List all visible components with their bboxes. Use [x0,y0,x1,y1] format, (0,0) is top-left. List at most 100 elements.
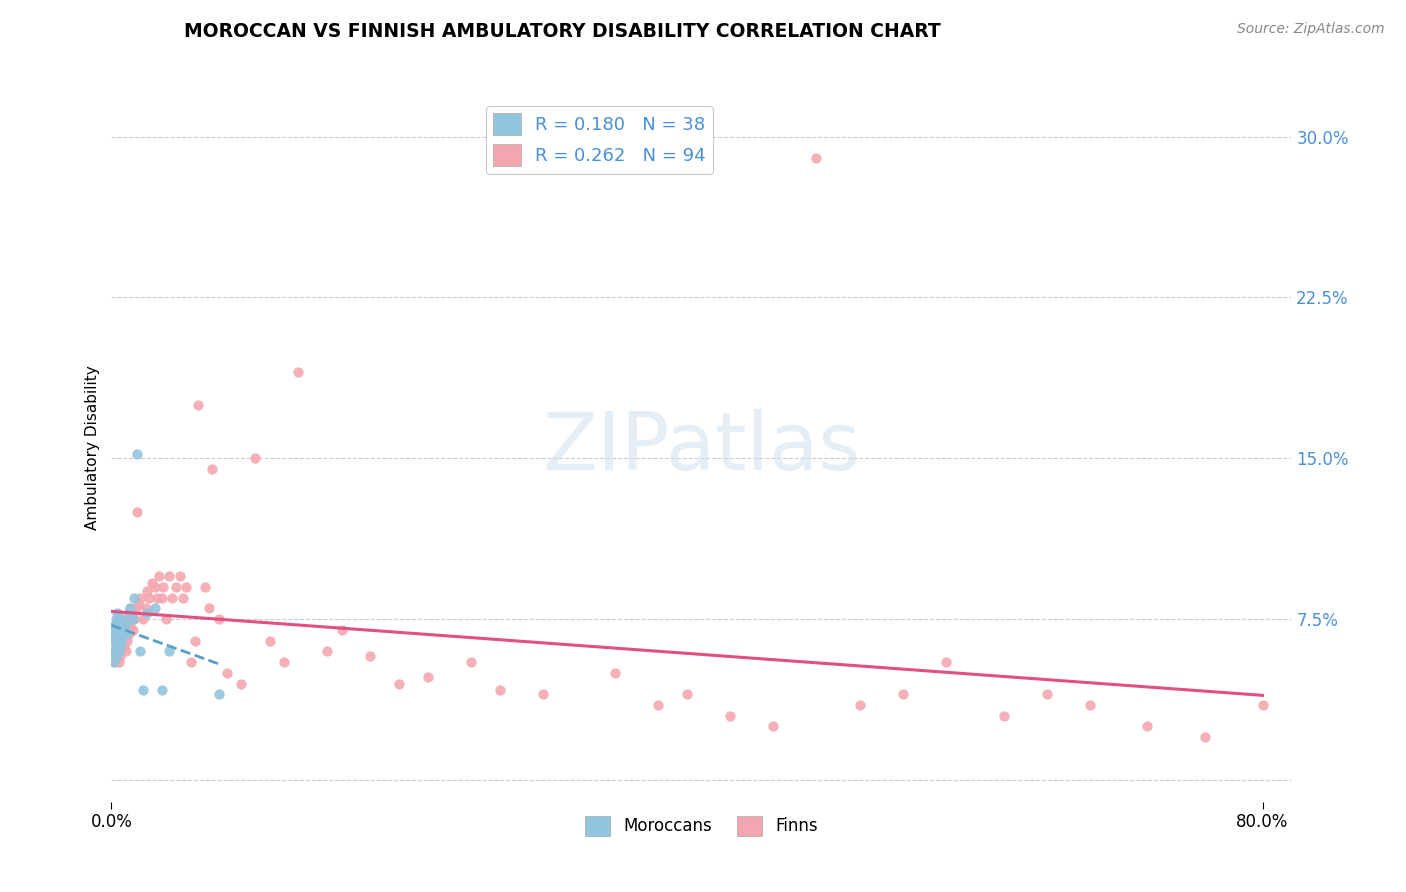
Point [111,618,134,632]
Point [136,606,159,620]
Point [112,623,135,637]
Point [120,601,142,615]
Point [107,623,129,637]
Point [1078,698,1101,712]
Point [676,687,699,701]
Point [107,644,129,658]
Point [114,616,136,631]
Point [103,655,125,669]
Point [1035,687,1057,701]
Point [112,638,135,652]
Point [1251,698,1274,712]
Point [105,618,128,632]
Point [136,584,159,599]
Point [208,612,231,626]
Point [259,633,281,648]
Point [245,451,267,466]
Point [118,612,141,626]
Point [531,687,554,701]
Point [1194,730,1216,744]
Point [124,591,146,605]
Point [114,644,136,658]
Point [132,683,155,698]
Point [104,627,127,641]
Point [143,601,166,615]
Point [104,648,127,663]
Point [187,398,209,412]
Point [110,632,132,646]
Point [125,601,148,615]
Point [198,601,221,615]
Point [122,606,145,620]
Point [105,640,128,654]
Point [108,640,131,654]
Point [330,623,353,637]
Point [104,623,127,637]
Point [124,612,146,626]
Point [215,665,238,680]
Point [129,591,152,605]
Point [107,633,129,648]
Point [112,623,135,637]
Point [110,612,132,626]
Point [108,627,131,641]
Point [103,655,125,669]
Point [107,623,129,637]
Point [118,627,141,641]
Point [110,644,132,658]
Point [115,633,138,648]
Point [128,597,150,611]
Point [132,612,155,626]
Point [150,683,173,698]
Point [129,644,152,658]
Point [152,580,174,594]
Point [115,618,138,632]
Y-axis label: Ambulatory Disability: Ambulatory Disability [86,365,100,530]
Point [122,612,145,626]
Point [111,612,134,626]
Point [111,640,134,654]
Point [157,644,180,658]
Point [107,655,129,669]
Point [1136,719,1159,733]
Point [287,366,309,380]
Point [110,623,132,637]
Point [122,623,145,637]
Point [165,580,187,594]
Point [201,462,224,476]
Point [111,627,134,641]
Point [229,676,252,690]
Point [103,618,125,632]
Point [489,683,512,698]
Point [104,648,127,663]
Point [148,569,170,583]
Text: MOROCCAN VS FINNISH AMBULATORY DISABILITY CORRELATION CHART: MOROCCAN VS FINNISH AMBULATORY DISABILIT… [184,22,941,41]
Point [105,615,128,629]
Point [105,632,128,646]
Point [993,708,1015,723]
Text: ZIPatlas: ZIPatlas [543,409,860,487]
Point [184,633,207,648]
Point [105,632,128,646]
Point [101,623,124,637]
Point [141,575,163,590]
Point [121,606,143,620]
Point [110,615,132,629]
Point [806,151,828,165]
Point [762,719,785,733]
Point [603,665,626,680]
Point [110,633,132,648]
Point [935,655,957,669]
Point [138,591,160,605]
Point [108,636,131,650]
Point [155,612,177,626]
Point [103,627,125,641]
Point [891,687,914,701]
Legend: Moroccans, Finns: Moroccans, Finns [578,809,824,843]
Point [647,698,669,712]
Point [107,640,129,654]
Point [101,633,124,648]
Point [120,618,142,632]
Text: Source: ZipAtlas.com: Source: ZipAtlas.com [1237,22,1385,37]
Point [118,606,141,620]
